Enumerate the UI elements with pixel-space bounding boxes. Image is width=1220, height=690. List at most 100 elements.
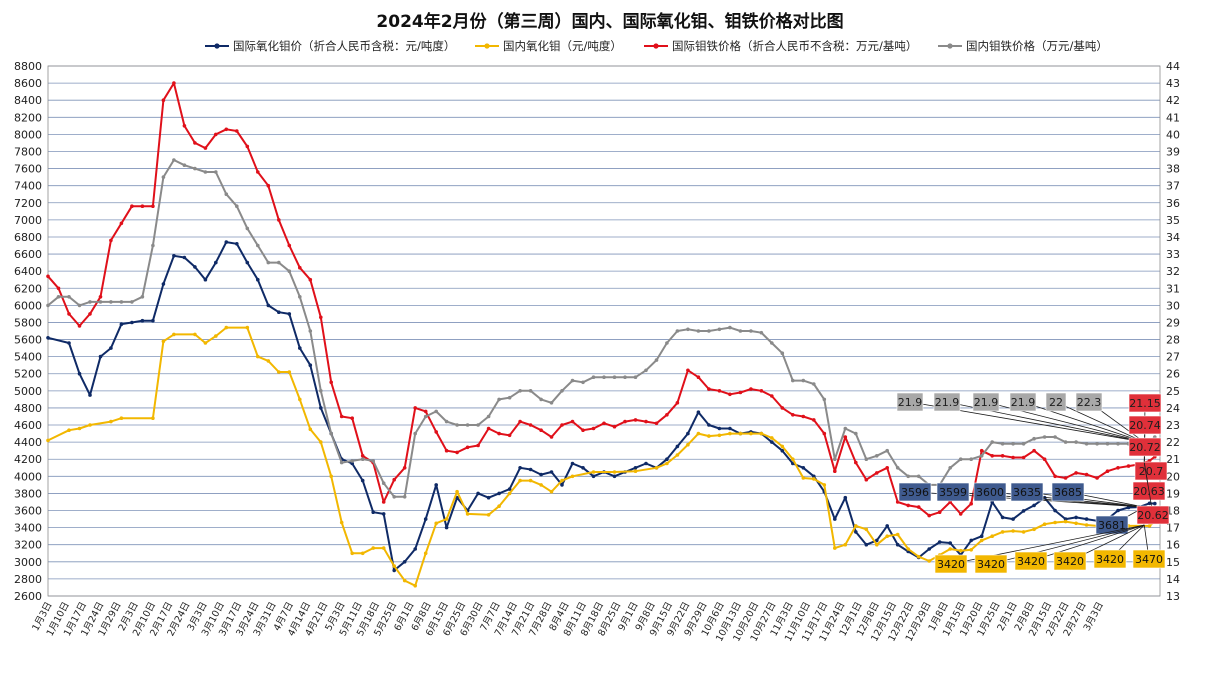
series-point-0 <box>948 541 952 545</box>
series-point-0 <box>119 322 124 327</box>
yellow-annotation-box <box>1132 549 1166 569</box>
series-point-0 <box>507 487 512 491</box>
series-point-2 <box>654 421 659 426</box>
series-point-2 <box>1074 471 1078 475</box>
series-point-1 <box>371 546 376 550</box>
series-point-1 <box>423 551 428 556</box>
series-point-0 <box>172 254 176 258</box>
series-point-2 <box>214 132 218 137</box>
callout-line <box>1022 401 1145 443</box>
series-point-0 <box>927 547 931 551</box>
yellow-annotation-box <box>1014 551 1048 571</box>
series-point-0 <box>875 538 879 543</box>
red-annotation-box <box>1134 461 1168 481</box>
series-point-0 <box>728 426 732 431</box>
series-point-1 <box>298 397 302 402</box>
series-point-1 <box>360 551 365 556</box>
series-point-1 <box>1032 527 1036 532</box>
series-point-1 <box>990 534 994 538</box>
series-point-0 <box>843 495 848 500</box>
red-annotation-label: 20.72 <box>1129 441 1161 454</box>
series-point-0 <box>717 426 722 431</box>
series-point-1 <box>759 431 764 436</box>
series-point-1 <box>119 416 124 421</box>
series-point-0 <box>497 491 501 496</box>
blue-annotation-box <box>973 482 1007 502</box>
series-point-1 <box>612 470 617 474</box>
series-line-1 <box>47 326 1156 587</box>
series-point-3 <box>612 375 617 380</box>
chart-title: 2024年2月份（第三周）国内、国际氧化钼、钼铁价格对比图 <box>376 11 843 32</box>
y-right-tick-label: 13 <box>1166 590 1180 603</box>
gray-annotation-box <box>1075 392 1103 412</box>
series-point-0 <box>665 457 669 462</box>
series-point-1 <box>402 578 407 583</box>
series-point-1 <box>507 491 512 496</box>
series-point-3 <box>581 380 585 385</box>
yellow-annotation-label: 3420 <box>1017 555 1045 568</box>
blue-annotation-box <box>1010 482 1044 502</box>
series-point-3 <box>423 414 428 419</box>
series-point-0 <box>182 255 187 260</box>
series-point-1 <box>518 478 522 483</box>
series-point-1 <box>161 339 166 344</box>
series-point-2 <box>801 414 806 419</box>
series-point-1 <box>738 431 743 436</box>
series-point-3 <box>675 329 680 333</box>
series-point-1 <box>1000 530 1005 534</box>
annotations-layer: 21.9 21.9 21.9 21.9 22 22.3 3596 3599 3600 3635 36… <box>896 392 1170 574</box>
series-point-1 <box>266 359 271 363</box>
series-point-0 <box>833 517 837 521</box>
series-point-2 <box>560 423 564 427</box>
y-left-tick-label: 8200 <box>14 111 42 124</box>
series-point-0 <box>696 410 701 415</box>
gray-annotation-label: 22 <box>1049 396 1063 409</box>
series-point-1 <box>434 521 439 526</box>
yellow-annotation-label: 3420 <box>937 558 965 571</box>
series-point-2 <box>1021 455 1026 460</box>
series-point-3 <box>266 260 271 265</box>
series-point-1 <box>528 478 533 483</box>
series-line-2 <box>47 82 1156 517</box>
series-point-1 <box>1063 519 1068 524</box>
series-point-3 <box>497 397 501 402</box>
series-point-2 <box>476 443 480 448</box>
blue-annotation-label: 3600 <box>976 486 1004 499</box>
series-point-3 <box>696 329 701 333</box>
legend-label: 国内钼铁价格（万元/基吨） <box>966 39 1108 53</box>
legend-label: 国际氧化钼价（折合人民币含税：元/吨度） <box>233 39 455 53</box>
series-point-0 <box>686 431 690 436</box>
yellow-annotation-label: 3420 <box>1056 555 1084 568</box>
series-point-1 <box>875 542 879 547</box>
series-point-2 <box>455 450 459 455</box>
series-point-2 <box>444 448 449 453</box>
legend-swatch-marker <box>653 43 659 49</box>
series-point-2 <box>266 183 271 188</box>
series-point-2 <box>1126 464 1131 468</box>
y-left-tick-label: 3800 <box>14 487 42 500</box>
series-point-1 <box>1011 529 1015 533</box>
y-left-tick-label: 5800 <box>14 316 42 329</box>
series-point-0 <box>413 547 418 551</box>
series-point-2 <box>602 421 606 426</box>
series-point-1 <box>906 547 910 551</box>
series-point-1 <box>193 332 197 337</box>
red-annotation-label: 20.74 <box>1129 419 1161 432</box>
series-point-3 <box>1011 442 1015 446</box>
series-point-3 <box>623 375 627 380</box>
series-point-2 <box>140 204 145 208</box>
series-point-3 <box>371 459 376 463</box>
series-point-3 <box>916 474 921 479</box>
series-point-0 <box>277 310 281 315</box>
series-point-1 <box>1042 522 1047 526</box>
series-line-0 <box>47 241 1155 572</box>
y-left-tick-label: 5400 <box>14 351 42 364</box>
series-point-2 <box>1095 476 1099 480</box>
series-point-3 <box>224 192 229 196</box>
series-point-0 <box>560 483 564 487</box>
series-point-3 <box>875 454 879 458</box>
series-point-1 <box>172 332 176 337</box>
series-point-2 <box>990 454 994 458</box>
series-point-3 <box>1042 435 1047 439</box>
